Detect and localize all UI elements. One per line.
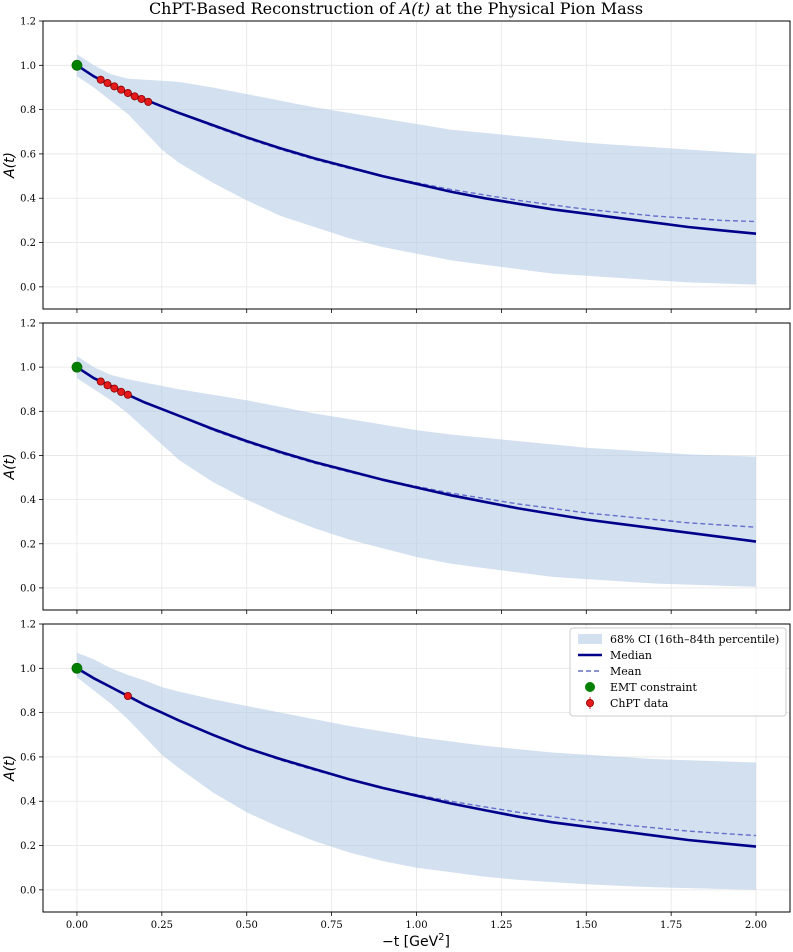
chpt-point <box>123 89 132 98</box>
chpt-point <box>137 94 146 103</box>
y-tick-label: 1.0 <box>20 363 36 374</box>
legend-label-emt: EMT constraint <box>610 681 697 694</box>
y-tick-label: 1.2 <box>20 319 36 330</box>
chpt-point <box>110 384 119 393</box>
y-tick-label: 0.4 <box>20 495 36 506</box>
emt-point <box>71 59 83 71</box>
x-tick-label: 1.25 <box>490 920 512 931</box>
emt-point <box>71 361 83 373</box>
y-tick-label: 0.8 <box>20 708 36 719</box>
x-axis-label: −t [GeV2] <box>382 932 450 950</box>
chpt-point <box>117 387 126 396</box>
legend-label-ci: 68% CI (16th–84th percentile) <box>610 633 779 646</box>
y-tick-label: 0.8 <box>20 407 36 418</box>
y-axis-label: A(t) <box>2 755 18 782</box>
y-tick-label: 0.2 <box>20 539 36 550</box>
x-tick-label: 2.00 <box>745 920 767 931</box>
chpt-point <box>117 85 126 94</box>
figure-title: ChPT-Based Reconstruction of A(t) at the… <box>149 0 643 18</box>
y-tick-label: 1.2 <box>20 17 36 28</box>
chpt-point <box>96 377 105 386</box>
chpt-point <box>130 92 139 101</box>
x-tick-label: 0.25 <box>151 920 173 931</box>
y-tick-label: 0.4 <box>20 194 36 205</box>
y-tick-label: 0.6 <box>20 149 36 160</box>
median-line <box>76 366 757 543</box>
legend: 68% CI (16th–84th percentile) Median Mean E… <box>569 627 787 717</box>
ci-band <box>77 54 756 285</box>
panel-middle: 0.0 0.2 0.4 0.6 0.8 1.0 1.2 A(t) <box>2 319 791 614</box>
legend-emt-swatch <box>585 682 595 692</box>
y-tick-label: 0.0 <box>20 583 36 594</box>
y-tick-label: 0.8 <box>20 105 36 116</box>
y-tick-label: 1.0 <box>20 61 36 72</box>
panels: 0.0 0.2 0.4 0.6 0.8 1.0 1.2 A(t) 0.0 0.2 0.4 0.6 0.8… <box>2 17 791 931</box>
chpt-point <box>144 97 153 106</box>
x-tick-label: 1.00 <box>405 920 427 931</box>
x-tick-label: 0.75 <box>320 920 342 931</box>
y-tick-label: 0.2 <box>20 238 36 249</box>
y-axis-label: A(t) <box>2 454 18 481</box>
y-axis-label: A(t) <box>2 152 18 179</box>
x-tick-label: 1.50 <box>575 920 597 931</box>
axes-frame <box>42 623 791 913</box>
x-tick-label: 0.50 <box>236 920 258 931</box>
legend-label-median: Median <box>610 649 652 662</box>
chpt-point <box>123 692 132 701</box>
x-tick-label: 1.75 <box>660 920 682 931</box>
legend-label-chpt: ChPT data <box>610 697 669 710</box>
y-tick-label: 1.2 <box>20 620 36 631</box>
legend-box <box>569 627 787 717</box>
legend-label-mean: Mean <box>610 665 641 678</box>
legend-ci-swatch <box>578 634 602 644</box>
median-line <box>76 667 757 848</box>
chpt-point <box>96 75 105 84</box>
y-tick-label: 0.0 <box>20 282 36 293</box>
emt-point <box>71 662 83 674</box>
y-tick-label: 0.0 <box>20 885 36 896</box>
ci-band <box>77 652 756 890</box>
legend-chpt-swatch <box>586 699 595 708</box>
y-tick-label: 0.4 <box>20 797 36 808</box>
y-tick-label: 0.6 <box>20 451 36 462</box>
x-tick-label: 0.00 <box>66 920 88 931</box>
chpt-point <box>123 390 132 399</box>
axes-frame <box>42 322 791 611</box>
ci-band <box>77 356 756 587</box>
panel-top: 0.0 0.2 0.4 0.6 0.8 1.0 1.2 A(t) <box>2 17 791 313</box>
chpt-point <box>110 82 119 91</box>
chpt-point <box>103 79 112 88</box>
y-tick-label: 0.6 <box>20 752 36 763</box>
y-tick-label: 0.2 <box>20 841 36 852</box>
chpt-point <box>103 381 112 390</box>
axes-frame <box>42 20 791 310</box>
y-tick-label: 1.0 <box>20 664 36 675</box>
